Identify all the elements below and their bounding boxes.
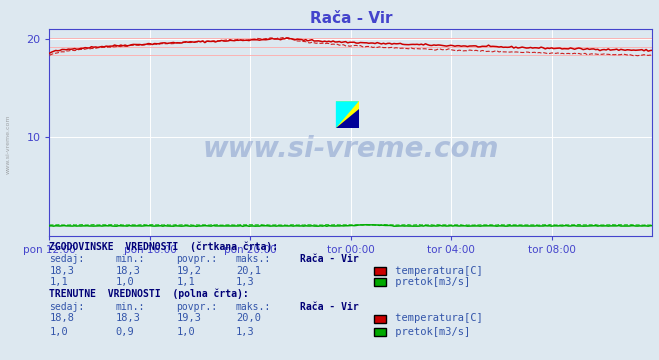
Text: 18,8: 18,8 bbox=[49, 314, 74, 324]
Text: pretok[m3/s]: pretok[m3/s] bbox=[389, 327, 470, 337]
Polygon shape bbox=[336, 101, 358, 128]
Text: povpr.:: povpr.: bbox=[177, 302, 217, 312]
Text: 1,1: 1,1 bbox=[49, 277, 68, 287]
Text: 18,3: 18,3 bbox=[115, 314, 140, 324]
Text: sedaj:: sedaj: bbox=[49, 254, 84, 264]
Text: 20,1: 20,1 bbox=[236, 266, 261, 276]
Text: maks.:: maks.: bbox=[236, 254, 271, 264]
Text: 1,3: 1,3 bbox=[236, 327, 254, 337]
Text: 19,3: 19,3 bbox=[177, 314, 202, 324]
Text: 0,9: 0,9 bbox=[115, 327, 134, 337]
Text: Rača - Vir: Rača - Vir bbox=[300, 254, 358, 264]
Text: www.si-vreme.com: www.si-vreme.com bbox=[203, 135, 499, 163]
Text: Rača - Vir: Rača - Vir bbox=[300, 302, 358, 312]
Polygon shape bbox=[336, 109, 358, 128]
Text: 19,2: 19,2 bbox=[177, 266, 202, 276]
Text: 18,3: 18,3 bbox=[115, 266, 140, 276]
Title: Rača - Vir: Rača - Vir bbox=[310, 11, 392, 26]
Text: 1,3: 1,3 bbox=[236, 277, 254, 287]
Text: sedaj:: sedaj: bbox=[49, 302, 84, 312]
Text: min.:: min.: bbox=[115, 302, 145, 312]
Text: maks.:: maks.: bbox=[236, 302, 271, 312]
Text: temperatura[C]: temperatura[C] bbox=[389, 266, 482, 276]
Text: 18,3: 18,3 bbox=[49, 266, 74, 276]
Text: ZGODOVINSKE  VREDNOSTI  (črtkana črta):: ZGODOVINSKE VREDNOSTI (črtkana črta): bbox=[49, 242, 279, 252]
Text: www.si-vreme.com: www.si-vreme.com bbox=[6, 114, 11, 174]
Text: 1,0: 1,0 bbox=[177, 327, 195, 337]
Text: 1,1: 1,1 bbox=[177, 277, 195, 287]
Text: temperatura[C]: temperatura[C] bbox=[389, 314, 482, 324]
Text: pretok[m3/s]: pretok[m3/s] bbox=[389, 277, 470, 287]
Text: TRENUTNE  VREDNOSTI  (polna črta):: TRENUTNE VREDNOSTI (polna črta): bbox=[49, 288, 249, 299]
Text: povpr.:: povpr.: bbox=[177, 254, 217, 264]
Text: min.:: min.: bbox=[115, 254, 145, 264]
Text: 1,0: 1,0 bbox=[115, 277, 134, 287]
Polygon shape bbox=[336, 101, 358, 128]
Text: 1,0: 1,0 bbox=[49, 327, 68, 337]
Text: 20,0: 20,0 bbox=[236, 314, 261, 324]
